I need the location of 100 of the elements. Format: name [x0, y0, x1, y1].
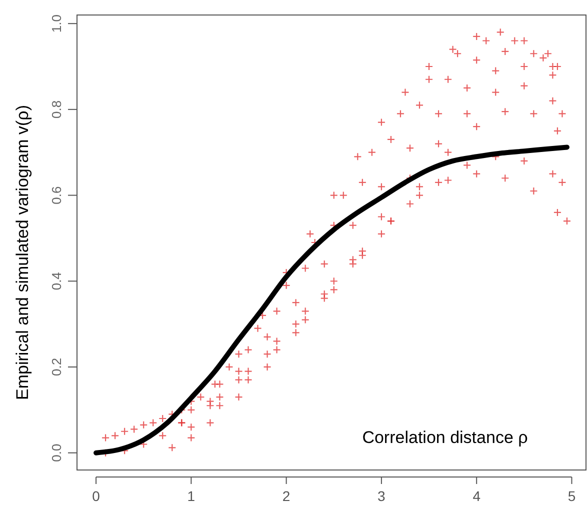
point: [463, 110, 472, 118]
point: [187, 434, 196, 442]
point: [548, 170, 557, 178]
y-tick-label: 0.6: [49, 186, 64, 204]
point: [548, 71, 557, 80]
point: [244, 346, 252, 354]
point: [206, 402, 214, 410]
point: [272, 337, 281, 346]
point: [548, 96, 557, 105]
point: [472, 170, 481, 178]
point: [263, 362, 272, 372]
point: [301, 307, 310, 316]
point: [444, 75, 452, 84]
point: [501, 47, 510, 56]
point: [530, 186, 538, 196]
point: [320, 260, 328, 268]
point: [101, 434, 110, 442]
point: [216, 392, 224, 402]
point: [544, 50, 552, 58]
point: [234, 367, 243, 376]
point: [434, 110, 443, 118]
y-tick-label: 0.8: [49, 100, 64, 118]
point: [216, 380, 224, 388]
point: [520, 62, 528, 71]
point: [111, 432, 120, 440]
x-tick-label: 1: [187, 488, 196, 504]
point: [348, 260, 357, 268]
point: [292, 298, 300, 307]
point: [206, 418, 214, 427]
point: [158, 414, 167, 423]
point: [234, 376, 243, 384]
point: [386, 135, 396, 144]
point: [377, 230, 386, 238]
point: [501, 174, 510, 182]
point: [501, 108, 510, 116]
point: [558, 110, 566, 118]
point: [263, 350, 272, 358]
point: [548, 62, 557, 71]
point: [558, 178, 566, 186]
point: [520, 82, 528, 90]
x-tick-label: 0: [92, 488, 100, 504]
point: [415, 101, 424, 110]
point: [496, 28, 504, 36]
point: [225, 362, 234, 372]
y-tick-label: 0.2: [49, 358, 64, 376]
point: [330, 286, 338, 294]
point: [396, 110, 405, 118]
point: [140, 420, 148, 429]
point: [244, 367, 252, 376]
point: [444, 148, 452, 156]
point: [368, 148, 376, 156]
point: [301, 316, 310, 324]
point: [348, 221, 357, 230]
point: [520, 36, 528, 45]
x-tick-label: 3: [378, 488, 386, 504]
y-tick-label: 1.0: [49, 14, 64, 33]
point: [472, 32, 481, 41]
point: [463, 161, 472, 170]
point: [330, 277, 338, 286]
point: [472, 56, 481, 64]
point: [330, 191, 338, 200]
y-axis-title: Empirical and simulated variogram v(ρ): [13, 105, 32, 400]
point: [406, 200, 414, 208]
point: [187, 406, 196, 414]
point: [377, 118, 386, 126]
point: [234, 392, 243, 402]
point: [401, 88, 410, 96]
point: [492, 66, 500, 75]
point: [562, 216, 572, 226]
point: [415, 182, 424, 191]
x-tick-label: 4: [472, 488, 481, 504]
point: [282, 281, 290, 290]
point: [482, 36, 490, 45]
point: [510, 36, 519, 45]
point: [415, 191, 424, 200]
point: [354, 152, 362, 161]
point: [263, 332, 272, 341]
point: [539, 54, 548, 62]
y-tick-label: 0.4: [49, 272, 64, 290]
point: [377, 212, 386, 221]
point: [320, 290, 328, 298]
point: [444, 176, 452, 184]
point: [272, 346, 281, 354]
point: [130, 425, 138, 434]
point: [244, 376, 252, 384]
point: [149, 418, 158, 427]
point: [216, 402, 224, 410]
point: [553, 62, 562, 71]
point: [187, 423, 196, 432]
point: [158, 432, 167, 440]
point: [120, 427, 129, 436]
point: [520, 156, 528, 165]
point: [463, 84, 472, 92]
point: [358, 247, 366, 256]
point: [306, 230, 314, 238]
point: [553, 126, 562, 135]
x-tick-label: 5: [568, 488, 576, 504]
point: [434, 140, 443, 148]
y-tick-label: 0.0: [49, 444, 64, 462]
point: [301, 264, 310, 272]
